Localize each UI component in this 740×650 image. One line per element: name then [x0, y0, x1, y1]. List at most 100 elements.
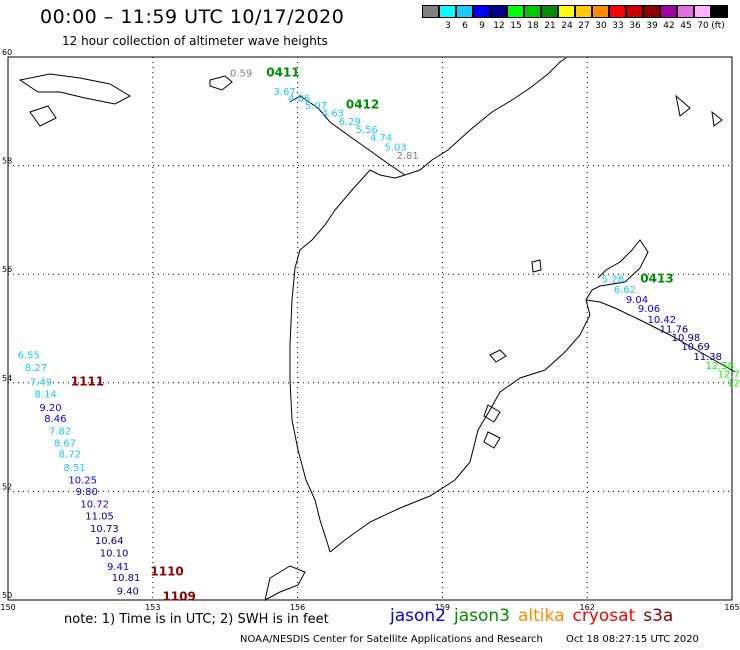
wave-height-value: 10.69	[681, 342, 710, 353]
wave-height-value: 12	[727, 379, 740, 390]
pass-labels: 0411 0412 0413 1111 1110 1109	[71, 66, 674, 604]
scale-swatch	[456, 5, 473, 18]
wave-height-value: 5.56	[356, 125, 378, 136]
satellite-legend-item: cryosat	[572, 606, 636, 626]
scale-swatch	[541, 5, 558, 18]
satellite-legend-item: jason3	[454, 606, 510, 626]
scale-label: 30	[595, 21, 607, 31]
wave-height-value: 10.25	[68, 475, 97, 486]
scale-unit: (ft)	[711, 21, 725, 31]
wave-height-value: 0.59	[230, 69, 252, 80]
wave-height-value: 5.07	[305, 101, 327, 112]
scale-label: 36	[629, 21, 641, 31]
pass-label: 0412	[346, 98, 379, 112]
scale-swatch	[558, 5, 575, 18]
scale-label: 33	[612, 21, 624, 31]
latitude-label: 56	[2, 265, 12, 274]
scale-swatch	[626, 5, 643, 18]
latitude-label: 58	[2, 157, 12, 166]
wave-height-labels: 0.59 3.674.865.074.636.295.564.745.032.81…	[18, 69, 740, 598]
scale-label: 27	[578, 21, 590, 31]
satellite-legend: jason2 jason3 altika cryosat s3a	[390, 606, 681, 626]
wave-height-value: 10.73	[90, 524, 119, 535]
map-grid	[7, 56, 733, 601]
longitude-label: 162	[580, 603, 595, 612]
scale-swatch	[575, 5, 592, 18]
wave-height-value: 10.42	[648, 315, 677, 326]
satellite-legend-item: altika	[518, 606, 565, 626]
wave-height-value: 6.55	[18, 350, 40, 361]
scale-swatch	[660, 5, 677, 18]
wave-height-value: 11.38	[693, 352, 722, 363]
map-border	[7, 56, 733, 601]
scale-swatch	[694, 5, 711, 18]
satellite-legend-item: jason2	[390, 606, 446, 626]
wave-height-value: 10.72	[80, 500, 109, 511]
scale-swatch	[711, 5, 728, 18]
wave-height-value: 4.74	[370, 133, 392, 144]
scale-swatch	[490, 5, 507, 18]
wave-height-value: 10.98	[672, 333, 701, 344]
scale-swatch	[439, 5, 456, 18]
wave-height-value: 8.27	[25, 363, 47, 374]
scale-swatch	[507, 5, 524, 18]
wave-height-value: 8.72	[59, 450, 81, 461]
wave-height-value: 3.67	[273, 87, 295, 98]
wave-height-value: 8.51	[64, 463, 86, 474]
coastline	[18, 57, 736, 601]
wave-height-value: 7.49	[30, 378, 52, 389]
pass-label: 0411	[266, 66, 299, 80]
scale-swatch	[643, 5, 660, 18]
scale-swatch	[422, 5, 439, 18]
scale-label: 42	[663, 21, 675, 31]
scale-label: 24	[561, 21, 573, 31]
wave-height-value: 7.82	[49, 426, 71, 437]
page-subtitle: 12 hour collection of altimeter wave hei…	[62, 34, 328, 48]
wave-height-value: 9.41	[107, 562, 129, 573]
satellite-legend-item: s3a	[643, 606, 674, 626]
wave-height-value: 12.58	[705, 361, 734, 372]
credit-line: NOAA/NESDIS Center for Satellite Applica…	[240, 634, 543, 645]
pass-label: 0413	[640, 271, 673, 285]
wave-height-value: 10.81	[112, 573, 141, 584]
latitude-label: 50	[2, 591, 12, 600]
scale-swatch	[524, 5, 541, 18]
scale-label: 15	[510, 21, 522, 31]
scale-swatch	[677, 5, 694, 18]
longitude-label: 165	[724, 603, 739, 612]
longitude-label: 153	[145, 603, 160, 612]
wave-height-value: 4.86	[288, 94, 310, 105]
scale-label: 9	[479, 21, 485, 31]
scale-swatch	[473, 5, 490, 18]
wave-height-value: 9.40	[117, 587, 139, 598]
wave-height-value: 4.63	[322, 109, 344, 120]
footer-note: note: 1) Time is in UTC; 2) SWH is in fe…	[64, 612, 329, 627]
scale-swatch	[609, 5, 626, 18]
wave-height-value: 9.20	[39, 403, 61, 414]
latitude-label: 54	[2, 374, 12, 383]
wave-height-value: 10.10	[100, 549, 129, 560]
wave-height-value: 11.05	[85, 512, 114, 523]
longitude-label: 156	[290, 603, 305, 612]
pass-label: 1111	[71, 375, 104, 389]
scale-label: 70	[697, 21, 709, 31]
page-title: 00:00 – 11:59 UTC 10/17/2020	[40, 6, 345, 28]
scale-swatch	[592, 5, 609, 18]
wave-height-value: 8.14	[35, 389, 57, 400]
axis-labels: 150 153 156 159 162 165 60 58 56 54 52 50	[0, 48, 739, 612]
wave-height-value: 9.80	[76, 487, 98, 498]
scale-label: 39	[646, 21, 658, 31]
scale-label: 12	[493, 21, 505, 31]
pass-label: 1110	[150, 565, 183, 579]
scale-label: 21	[544, 21, 556, 31]
longitude-label: 150	[0, 603, 15, 612]
pass-label: 1109	[162, 590, 195, 604]
wave-height-value: 8.46	[44, 414, 66, 425]
generated-timestamp: Oct 18 08:27:15 UTC 2020	[566, 634, 699, 645]
wave-height-value: 6.62	[614, 285, 636, 296]
wave-height-value: 6.29	[339, 117, 361, 128]
latitude-label: 60	[2, 48, 12, 57]
scale-label: 6	[462, 21, 468, 31]
longitude-label: 159	[435, 603, 450, 612]
wave-height-value: 9.04	[626, 295, 648, 306]
